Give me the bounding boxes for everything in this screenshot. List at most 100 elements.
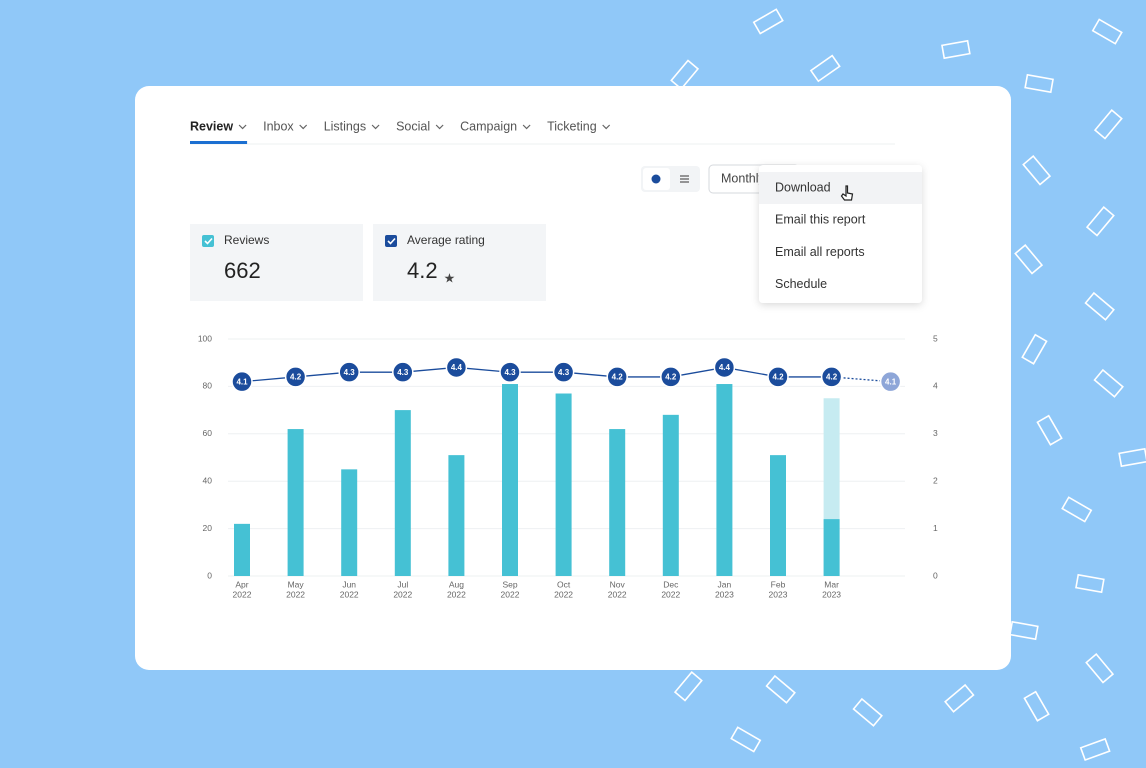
confetti <box>670 8 1146 762</box>
y-tick-label: 60 <box>203 428 213 438</box>
bar <box>770 455 786 576</box>
star-icon: ★ <box>444 270 456 285</box>
x-tick-month: Jun <box>342 579 356 589</box>
x-tick-year: 2023 <box>769 589 788 599</box>
x-tick-year: 2022 <box>286 589 305 599</box>
y-tick-label: 40 <box>203 475 213 485</box>
rating-point <box>552 361 575 383</box>
metric-value: 662 <box>224 258 261 283</box>
rating-label: 4.2 <box>290 373 302 382</box>
menu-item[interactable]: Email this report <box>775 213 866 227</box>
rating-label: 4.4 <box>451 363 463 372</box>
rating-label: 4.2 <box>612 373 624 382</box>
x-tick-year: 2023 <box>715 589 734 599</box>
chart: 020406080100012345Apr2022May2022Jun2022J… <box>198 333 938 599</box>
rating-point <box>606 366 628 388</box>
x-tick-year: 2022 <box>661 589 680 599</box>
projected-label: 4.1 <box>885 377 897 386</box>
x-tick-month: May <box>288 579 305 589</box>
checkmark <box>387 237 396 245</box>
rating-label: 4.3 <box>344 368 356 377</box>
x-tick-month: Dec <box>663 579 679 589</box>
metric-label: Average rating <box>407 233 485 247</box>
tab-chevron <box>522 124 531 130</box>
y-tick-label: 80 <box>203 381 213 391</box>
metric-checkbox[interactable] <box>202 235 214 247</box>
rating-point <box>820 366 843 388</box>
tab-bar: Review Inbox Listings Social Campaign Ticketi… <box>190 119 611 144</box>
rating-label: 4.3 <box>504 368 516 377</box>
tab-chevron <box>602 124 611 130</box>
tab[interactable]: Ticketing <box>547 119 597 133</box>
tab-chevron <box>371 124 380 130</box>
tab[interactable]: Campaign <box>460 119 517 133</box>
rating-point <box>392 361 414 383</box>
tab[interactable]: Review <box>190 119 233 133</box>
x-tick-month: Oct <box>557 579 571 589</box>
y2-tick-label: 4 <box>933 381 938 391</box>
period-select-label: Monthly <box>721 171 766 185</box>
x-tick-year: 2023 <box>822 589 841 599</box>
rating-label: 4.2 <box>772 373 784 382</box>
bar <box>609 429 626 576</box>
x-tick-year: 2022 <box>393 589 412 599</box>
cursor <box>840 185 854 201</box>
projected-point <box>879 370 902 393</box>
x-tick-month: Feb <box>771 579 786 589</box>
menu-item[interactable]: Schedule <box>775 277 827 291</box>
tab[interactable]: Inbox <box>263 119 294 133</box>
rating-point <box>231 370 253 393</box>
rating-label: 4.3 <box>558 368 570 377</box>
rating-label: 4.2 <box>826 373 838 382</box>
x-tick-month: Jan <box>718 579 732 589</box>
tab[interactable]: Social <box>396 119 430 133</box>
x-tick-month: Sep <box>502 579 517 589</box>
rating-point <box>713 356 736 379</box>
rating-label: 4.1 <box>236 377 248 386</box>
x-tick-year: 2022 <box>340 589 359 599</box>
rating-point <box>445 356 468 379</box>
bar <box>234 523 250 576</box>
metric-label: Reviews <box>224 233 269 247</box>
bar <box>716 384 733 576</box>
y-tick-label: 100 <box>198 333 212 343</box>
metric-card <box>190 224 363 301</box>
x-tick-month: Nov <box>610 579 626 589</box>
metric-checkbox[interactable] <box>385 235 397 247</box>
bar <box>394 410 411 576</box>
tab-chevron <box>435 124 444 130</box>
export-menu: Download Email this report Email all repor… <box>759 165 922 303</box>
rating-point <box>660 366 682 388</box>
bar <box>341 469 358 576</box>
view-toggle <box>641 166 700 192</box>
tab-chevron <box>238 124 247 130</box>
tab[interactable]: Listings <box>324 119 366 133</box>
menu-item[interactable]: Email all reports <box>775 245 865 259</box>
bar <box>448 455 465 576</box>
x-tick-year: 2022 <box>447 589 466 599</box>
bar <box>823 519 840 576</box>
metric-cards: Reviews 662 Average rating 4.2 ★ <box>190 224 546 301</box>
y-tick-label: 0 <box>207 570 212 580</box>
rating-label: 4.2 <box>665 373 677 382</box>
checkmark <box>204 237 213 245</box>
y2-tick-label: 5 <box>933 333 938 343</box>
y2-tick-label: 0 <box>933 570 938 580</box>
tab-underline <box>190 141 248 144</box>
x-tick-month: Aug <box>449 579 464 589</box>
rating-label: 4.4 <box>719 363 731 372</box>
x-tick-year: 2022 <box>554 589 573 599</box>
bar <box>662 414 679 576</box>
metric-card <box>373 224 546 301</box>
menu-item[interactable]: Download <box>775 180 831 194</box>
list-view-button[interactable] <box>680 175 689 183</box>
x-tick-month: Apr <box>235 579 248 589</box>
rating-point <box>284 366 307 388</box>
x-tick-month: Jul <box>397 579 408 589</box>
metric-value: 4.2 <box>407 258 438 283</box>
y2-tick-label: 1 <box>933 523 938 533</box>
y2-tick-label: 3 <box>933 428 938 438</box>
bar <box>502 384 518 576</box>
